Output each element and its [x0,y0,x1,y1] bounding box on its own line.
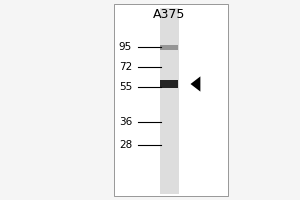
Polygon shape [190,76,200,92]
Text: 36: 36 [119,117,132,127]
Bar [160,80,178,88]
Text: 28: 28 [119,140,132,150]
Text: 95: 95 [119,42,132,52]
Text: A375: A375 [153,7,186,21]
Text: 55: 55 [119,82,132,92]
Bar [160,8,179,194]
Bar [114,4,228,196]
Bar [160,45,178,49]
Text: 72: 72 [119,62,132,72]
